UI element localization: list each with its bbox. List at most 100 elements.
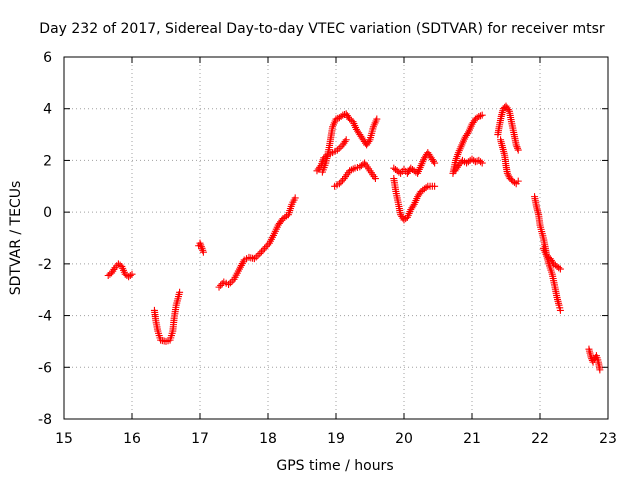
data-point (215, 283, 223, 291)
data-point (431, 159, 439, 167)
y-tick-label: -6 (38, 360, 52, 376)
data-point (349, 165, 357, 173)
data-point (514, 146, 522, 154)
data-point (395, 168, 403, 176)
data-point (196, 239, 204, 247)
data-point (512, 141, 520, 149)
data-point (259, 246, 267, 254)
series-seg5 (313, 136, 350, 175)
data-point (176, 288, 184, 296)
data-point (475, 112, 483, 120)
data-points (104, 102, 604, 374)
data-point (197, 243, 205, 251)
data-point (335, 144, 343, 152)
series-seg3 (195, 239, 207, 256)
y-tick-label: 2 (43, 153, 52, 169)
data-point (252, 253, 260, 261)
data-point (337, 178, 345, 186)
data-point (504, 106, 512, 114)
data-point (339, 176, 347, 184)
axis-ticks (63, 56, 609, 420)
series-seg11 (451, 155, 486, 175)
x-tick-label: 16 (123, 431, 141, 447)
y-tick-labels: -8 -6 -4 -2 0 2 4 6 (38, 50, 52, 428)
data-point (262, 243, 270, 251)
data-point (371, 175, 379, 183)
data-point (126, 271, 134, 279)
x-tick-label: 19 (327, 431, 345, 447)
x-tick-label: 23 (599, 431, 617, 447)
series-seg2 (150, 288, 184, 345)
data-point (514, 177, 522, 185)
series-seg8 (390, 149, 439, 177)
data-point (128, 270, 136, 278)
y-tick-label: 4 (43, 102, 52, 118)
data-point (514, 144, 522, 152)
data-point (226, 279, 234, 287)
data-point (342, 136, 350, 144)
x-tick-label: 15 (55, 431, 73, 447)
series-seg13 (497, 136, 522, 188)
data-point (409, 202, 417, 210)
data-point (365, 137, 373, 145)
x-tick-label: 17 (191, 431, 209, 447)
x-tick-label: 21 (463, 431, 481, 447)
data-point (332, 115, 340, 123)
data-point (478, 159, 486, 167)
data-point (278, 216, 286, 224)
data-point (504, 171, 512, 179)
y-tick-label: -2 (38, 257, 52, 273)
series-seg16 (585, 345, 604, 374)
x-axis-label: GPS time / hours (276, 458, 393, 474)
data-point (556, 306, 564, 314)
data-point (335, 180, 343, 188)
data-point (256, 250, 264, 258)
data-point (511, 178, 518, 186)
data-point (264, 241, 272, 249)
data-point (477, 158, 484, 166)
data-point (359, 160, 367, 168)
y-tick-label: 6 (43, 50, 52, 66)
data-point (197, 241, 205, 249)
y-tick-label: 0 (43, 205, 52, 221)
series-seg4 (215, 194, 299, 291)
series-seg15 (539, 244, 564, 273)
y-tick-label: -4 (38, 309, 52, 325)
data-point (341, 137, 349, 145)
data-point (217, 281, 225, 289)
data-point (261, 244, 269, 252)
series-seg6 (318, 110, 381, 176)
data-point (257, 248, 265, 256)
data-point (291, 194, 299, 202)
data-point (429, 157, 437, 165)
data-point (431, 182, 439, 190)
x-tick-labels: 15 16 17 18 19 20 21 22 23 (55, 431, 617, 447)
chart-title: Day 232 of 2017, Sidereal Day-to-day VTE… (39, 21, 605, 37)
data-point (199, 248, 207, 256)
data-point (373, 115, 381, 123)
series-seg1 (104, 260, 136, 281)
series-seg9 (390, 175, 439, 224)
data-point (250, 255, 258, 263)
data-point (555, 264, 563, 272)
series-seg10 (449, 111, 486, 177)
data-point (473, 157, 481, 165)
data-point (477, 112, 484, 120)
data-point (463, 130, 471, 138)
y-tick-label: -8 (38, 412, 52, 428)
data-point (556, 265, 564, 273)
series-seg14 (531, 193, 564, 314)
x-tick-label: 22 (531, 431, 549, 447)
y-axis-label: SDTVAR / TECUs (8, 181, 24, 296)
x-tick-label: 20 (395, 431, 413, 447)
series-seg7 (331, 159, 379, 190)
data-point (254, 251, 262, 259)
grid (64, 57, 608, 419)
x-tick-label: 18 (259, 431, 277, 447)
data-point (478, 111, 486, 119)
data-point (513, 143, 521, 151)
data-point (596, 366, 604, 374)
data-point (110, 265, 118, 273)
data-point (422, 184, 430, 192)
